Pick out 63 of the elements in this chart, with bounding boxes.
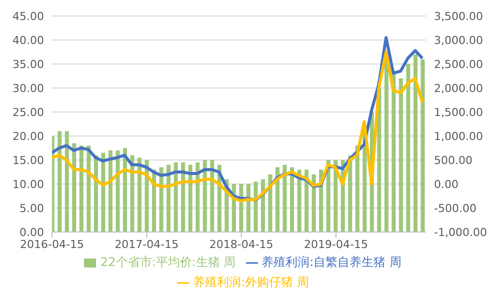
y2-tick-label: 2,000.00 xyxy=(434,82,483,95)
x-tick-label: 2017-04-15 xyxy=(114,238,179,251)
bar xyxy=(116,150,120,232)
bar xyxy=(58,131,62,232)
bar xyxy=(254,182,258,232)
bar xyxy=(326,160,330,232)
y2-tick-label: 500.00 xyxy=(434,154,472,167)
bar xyxy=(392,74,396,232)
y-tick-label: 20.00 xyxy=(12,130,44,143)
bar xyxy=(202,160,207,232)
y-tick-label: 5.00 xyxy=(20,202,44,215)
y2-tick-label: -500.00 xyxy=(434,202,476,215)
bar xyxy=(122,148,127,232)
y2-tick-label: 1,500.00 xyxy=(434,106,483,119)
bar xyxy=(166,164,171,232)
y2-tick-label: 3,500.00 xyxy=(434,10,483,23)
bar xyxy=(297,170,302,232)
bar xyxy=(282,164,287,232)
bar xyxy=(138,158,142,232)
bar xyxy=(94,155,98,232)
y2-tick-label: 3,000.00 xyxy=(434,34,483,47)
bar xyxy=(86,146,91,232)
y2-tick-label: 2,500.00 xyxy=(434,58,483,71)
bar xyxy=(268,174,272,232)
x-tick-label: 2016-04-15 xyxy=(20,238,84,251)
bar xyxy=(210,160,214,232)
y-tick-label: 0.00 xyxy=(20,226,44,239)
bar xyxy=(275,167,280,232)
bar xyxy=(196,162,200,232)
bar xyxy=(312,174,316,232)
x-tick-label: 2018-04-15 xyxy=(209,238,274,251)
bar xyxy=(413,54,418,232)
bar xyxy=(355,146,360,232)
bar xyxy=(246,184,250,232)
y-tick-label: 30.00 xyxy=(12,82,44,95)
bar xyxy=(290,167,294,232)
legend-label: 养殖利润:外购仔猪 周 xyxy=(193,275,309,289)
bar xyxy=(406,64,410,232)
bar xyxy=(398,78,403,232)
y-tick-label: 40.00 xyxy=(12,34,44,47)
bar xyxy=(181,162,186,232)
bar xyxy=(188,164,192,232)
y-tick-label: 45.00 xyxy=(12,10,44,23)
y-tick-label: 10.00 xyxy=(12,178,44,191)
legend-label: 养殖利润:自繁自养生猪 周 xyxy=(262,255,402,269)
bar xyxy=(260,179,265,232)
bar xyxy=(304,170,309,232)
y-tick-label: 15.00 xyxy=(12,154,44,167)
y2-tick-label: 1,000.00 xyxy=(434,130,483,143)
bar xyxy=(420,59,425,232)
bar xyxy=(159,167,164,232)
bar xyxy=(384,59,388,232)
bar xyxy=(174,162,178,232)
bar xyxy=(108,150,112,232)
y2-tick-label: -1,000.00 xyxy=(434,226,487,239)
y-tick-label: 25.00 xyxy=(12,106,44,119)
bar xyxy=(64,131,69,232)
legend-label: 22个省市:平均价:生猪 周 xyxy=(100,255,236,269)
bar xyxy=(79,146,84,232)
y2-tick-label: 0.00 xyxy=(434,178,458,191)
x-tick-label: 2019-04-15 xyxy=(304,238,368,251)
y-tick-label: 35.00 xyxy=(12,58,44,71)
bar xyxy=(334,160,338,232)
